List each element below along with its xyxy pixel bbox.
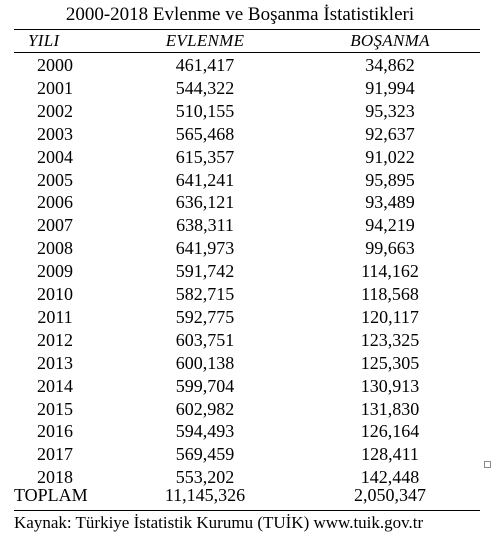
row-divorce: 34,862 — [365, 55, 415, 75]
table-row: 2014 599,704 130,913 — [0, 375, 498, 398]
row-divorce: 95,895 — [365, 169, 415, 190]
table-row: 2009 591,742 114,162 — [0, 260, 498, 283]
bottom-rule — [14, 510, 480, 511]
top-rule — [14, 29, 480, 30]
header-marriage: EVLENME — [165, 31, 245, 50]
row-marriage: 510,155 — [175, 100, 235, 121]
row-marriage: 641,973 — [175, 238, 235, 259]
row-marriage: 636,121 — [175, 192, 235, 213]
table-row: 2015 602,982 131,830 — [0, 398, 498, 421]
table-row: 2017 569,459 128,411 — [0, 443, 498, 466]
row-divorce: 130,913 — [360, 375, 420, 396]
row-year: 2015 — [37, 398, 73, 419]
row-year: 2010 — [37, 284, 73, 304]
row-marriage: 638,311 — [176, 215, 234, 236]
row-year: 2017 — [37, 444, 73, 465]
total-marriage: 11,145,326 — [164, 485, 246, 505]
row-year: 2009 — [37, 261, 73, 282]
row-year: 2005 — [37, 169, 73, 190]
header-rule — [14, 52, 480, 53]
row-year: 2007 — [37, 215, 73, 236]
table-row: 2000 461,417 34,862 — [0, 54, 498, 77]
table-row: 2002 510,155 95,323 — [0, 100, 498, 123]
row-marriage: 553,202 — [175, 467, 235, 488]
table-row: 2013 600,138 125,305 — [0, 352, 498, 375]
row-divorce: 91,994 — [365, 77, 415, 98]
row-marriage: 599,704 — [175, 375, 235, 396]
table-row: 2008 641,973 99,663 — [0, 237, 498, 260]
row-marriage: 565,468 — [175, 123, 235, 144]
row-divorce: 142,448 — [360, 467, 420, 488]
row-divorce: 131,830 — [360, 398, 420, 419]
source-note: Kaynak: Türkiye İstatistik Kurumu (TUİK)… — [14, 513, 424, 532]
row-marriage: 603,751 — [175, 329, 235, 350]
table-row: 2001 544,322 91,994 — [0, 77, 498, 100]
table-row: 2016 594,493 126,164 — [0, 420, 498, 443]
table-resize-handle[interactable] — [484, 461, 491, 468]
row-divorce: 114,162 — [361, 261, 419, 282]
row-year: 2006 — [37, 192, 73, 213]
row-divorce: 128,411 — [361, 444, 419, 465]
row-divorce: 118,568 — [361, 284, 419, 304]
total-label: TOPLAM — [14, 485, 88, 505]
row-year: 2018 — [37, 467, 73, 488]
row-marriage: 569,459 — [175, 444, 235, 465]
table-title: 2000-2018 Evlenme ve Boşanma İstatistikl… — [65, 4, 415, 25]
header-divorce: BOŞANMA — [350, 31, 430, 50]
table-row: 2012 603,751 123,325 — [0, 329, 498, 352]
row-divorce: 91,022 — [365, 146, 415, 167]
table-row: 2006 636,121 93,489 — [0, 191, 498, 214]
table-row: 2007 638,311 94,219 — [0, 214, 498, 237]
table-row: 2005 641,241 95,895 — [0, 169, 498, 192]
table-row: 2003 565,468 92,637 — [0, 123, 498, 146]
row-divorce: 95,323 — [365, 100, 415, 121]
row-year: 2003 — [37, 123, 73, 144]
table-row: 2010 582,715 118,568 — [0, 283, 498, 306]
row-divorce: 94,219 — [365, 215, 415, 236]
row-year: 2002 — [37, 100, 73, 121]
row-year: 2012 — [37, 329, 73, 350]
total-row: TOPLAM 11,145,326 2,050,347 — [0, 484, 498, 507]
row-divorce: 123,325 — [360, 329, 420, 350]
row-marriage: 641,241 — [175, 169, 235, 190]
row-marriage: 591,742 — [175, 261, 235, 282]
table-row: 2011 592,775 120,117 — [0, 306, 498, 329]
row-marriage: 592,775 — [175, 306, 235, 327]
row-year: 2001 — [37, 77, 73, 98]
row-year: 2016 — [37, 421, 73, 442]
row-marriage: 594,493 — [175, 421, 235, 442]
row-marriage: 582,715 — [175, 284, 235, 304]
row-divorce: 99,663 — [365, 238, 415, 259]
total-divorce: 2,050,347 — [354, 485, 426, 505]
row-divorce: 120,117 — [361, 306, 419, 327]
table-row: 2018 553,202 142,448 — [0, 466, 498, 489]
row-marriage: 461,417 — [175, 55, 235, 75]
row-year: 2000 — [37, 55, 73, 75]
row-year: 2013 — [37, 352, 73, 373]
row-marriage: 544,322 — [175, 77, 235, 98]
row-marriage: 615,357 — [175, 146, 235, 167]
row-divorce: 92,637 — [365, 123, 415, 144]
row-divorce: 125,305 — [360, 352, 420, 373]
row-year: 2011 — [37, 306, 73, 327]
row-year: 2014 — [37, 375, 73, 396]
row-divorce: 93,489 — [365, 192, 415, 213]
table-header-row: YILI EVLENME BOŞANMA — [0, 29, 498, 52]
row-marriage: 602,982 — [175, 398, 235, 419]
row-marriage: 600,138 — [175, 352, 235, 373]
row-divorce: 126,164 — [360, 421, 420, 442]
row-year: 2008 — [37, 238, 73, 259]
row-year: 2004 — [37, 146, 73, 167]
header-year: YILI — [28, 31, 60, 50]
table-row: 2004 615,357 91,022 — [0, 146, 498, 169]
